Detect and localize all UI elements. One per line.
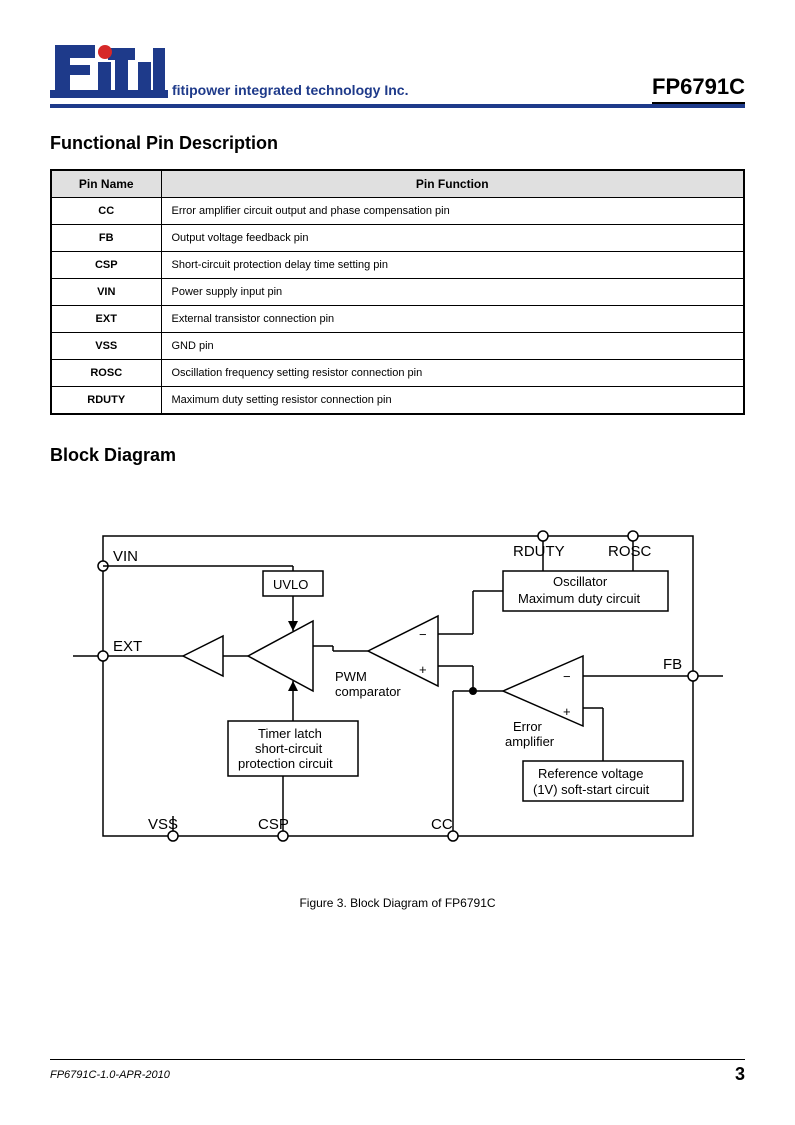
pin-name-cell: FB [51, 225, 161, 252]
block-ref-line1: Reference voltage [538, 766, 644, 781]
table-row: CCError amplifier circuit output and pha… [51, 198, 744, 225]
err-minus: − [563, 669, 571, 684]
pin-name-cell: RDUTY [51, 387, 161, 415]
pin-rduty: RDUTY [513, 543, 565, 560]
block-err-line2: amplifier [505, 734, 555, 749]
block-timer-line3: protection circuit [238, 756, 333, 771]
block-diagram-container: VIN EXT VSS CSP CC FB RDUTY ROSC UVLO [50, 506, 745, 910]
block-uvlo: UVLO [273, 577, 308, 592]
block-pwm-line1: PWM [335, 669, 367, 684]
table-row: EXTExternal transistor connection pin [51, 306, 744, 333]
pin-name-cell: VSS [51, 333, 161, 360]
part-number: FP6791C [652, 74, 745, 104]
pin-cc: CC [431, 816, 453, 833]
page-footer: FP6791C-1.0-APR-2010 3 [50, 1059, 745, 1085]
block-timer-line1: Timer latch [258, 726, 322, 741]
figure-caption: Figure 3. Block Diagram of FP6791C [299, 896, 495, 910]
pin-function-cell: Short-circuit protection delay time sett… [161, 252, 744, 279]
pin-ext: EXT [113, 638, 142, 655]
block-timer-line2: short-circuit [255, 741, 323, 756]
pin-name-cell: CSP [51, 252, 161, 279]
block-osc-line2: Maximum duty circuit [518, 591, 640, 606]
pin-name-cell: EXT [51, 306, 161, 333]
table-row: FBOutput voltage feedback pin [51, 225, 744, 252]
section-title-block-diagram: Block Diagram [50, 445, 745, 466]
pin-vin: VIN [113, 548, 138, 565]
pin-function-cell: Output voltage feedback pin [161, 225, 744, 252]
block-ref-line2: (1V) soft-start circuit [533, 782, 650, 797]
col-pin-name: Pin Name [51, 170, 161, 198]
pin-function-cell: Oscillation frequency setting resistor c… [161, 360, 744, 387]
footer-page-number: 3 [735, 1064, 745, 1085]
block-osc-line1: Oscillator [553, 574, 608, 589]
pin-function-cell: Error amplifier circuit output and phase… [161, 198, 744, 225]
pin-name-cell: VIN [51, 279, 161, 306]
pin-fb: FB [663, 656, 682, 673]
table-row: ROSCOscillation frequency setting resist… [51, 360, 744, 387]
table-header-row: Pin Name Pin Function [51, 170, 744, 198]
pin-name-cell: CC [51, 198, 161, 225]
err-plus: + [563, 704, 571, 719]
pwm-minus: − [419, 627, 427, 642]
section-title-pin-desc: Functional Pin Description [50, 133, 745, 154]
pin-function-cell: Power supply input pin [161, 279, 744, 306]
fiti-logo [50, 30, 170, 100]
table-row: RDUTYMaximum duty setting resistor conne… [51, 387, 744, 415]
table-row: VINPower supply input pin [51, 279, 744, 306]
pin-function-cell: Maximum duty setting resistor connection… [161, 387, 744, 415]
pin-description-table: Pin Name Pin Function CCError amplifier … [50, 169, 745, 415]
block-pwm-line2: comparator [335, 684, 401, 699]
table-row: CSPShort-circuit protection delay time s… [51, 252, 744, 279]
footer-doc-id: FP6791C-1.0-APR-2010 [50, 1069, 170, 1081]
logo-area: fitipower integrated technology Inc. [50, 30, 408, 100]
block-diagram-svg: VIN EXT VSS CSP CC FB RDUTY ROSC UVLO [73, 506, 723, 866]
pin-name-cell: ROSC [51, 360, 161, 387]
pin-function-cell: GND pin [161, 333, 744, 360]
col-pin-function: Pin Function [161, 170, 744, 198]
pin-function-cell: External transistor connection pin [161, 306, 744, 333]
pwm-plus: + [419, 662, 427, 677]
company-name: fitipower integrated technology Inc. [172, 82, 408, 98]
page-header: fitipower integrated technology Inc. FP6… [50, 30, 745, 108]
pin-csp: CSP [258, 816, 289, 833]
pin-rosc: ROSC [608, 543, 652, 560]
table-row: VSSGND pin [51, 333, 744, 360]
block-err-line1: Error [513, 719, 543, 734]
